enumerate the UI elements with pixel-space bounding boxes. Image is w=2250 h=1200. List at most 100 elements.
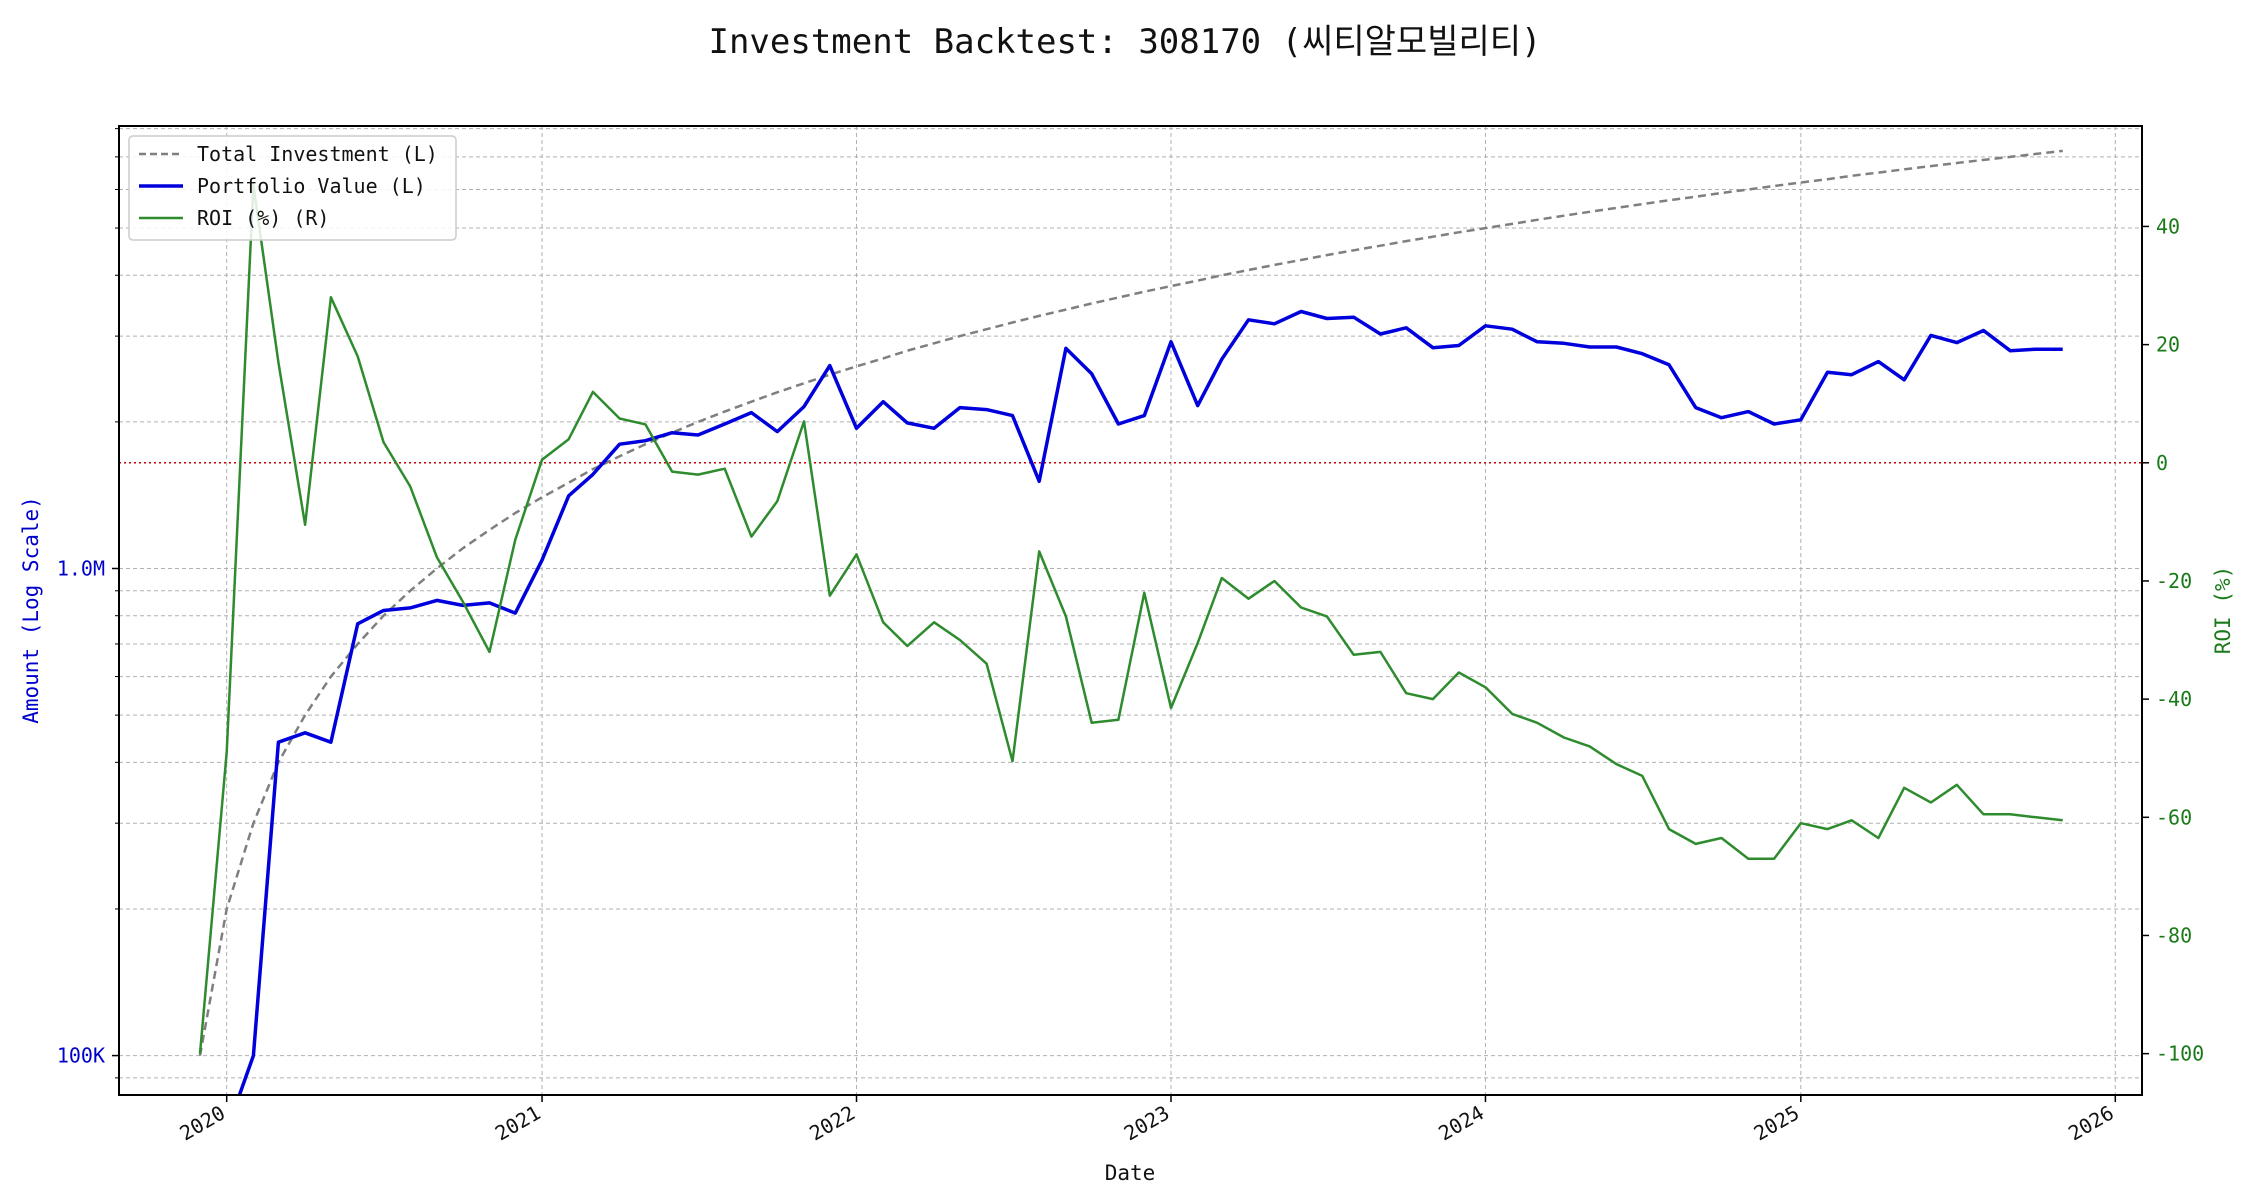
data-point-roi-2020-03-01 bbox=[277, 361, 279, 363]
data-point-total-investment-2022-01-01 bbox=[855, 365, 857, 367]
data-point-total-investment-2021-11-01 bbox=[803, 382, 805, 384]
data-point-roi-2023-01-01 bbox=[1170, 707, 1172, 709]
data-point-portfolio-value-2022-12-01 bbox=[1143, 414, 1145, 416]
data-point-portfolio-value-2024-01-01 bbox=[1484, 325, 1486, 327]
data-point-portfolio-value-2020-08-01 bbox=[409, 607, 411, 609]
data-point-portfolio-value-2025-11-01 bbox=[2062, 348, 2064, 350]
plot-area-frame bbox=[118, 125, 2143, 1096]
y-right-tick-label-20: 20 bbox=[2156, 333, 2180, 357]
data-point-portfolio-value-2025-07-01 bbox=[1956, 341, 1958, 343]
x-tick-label-2023: 2023 bbox=[1120, 1101, 1174, 1146]
data-point-total-investment-2021-05-01 bbox=[644, 443, 646, 445]
data-point-portfolio-value-2023-04-01 bbox=[1247, 319, 1249, 321]
data-point-portfolio-value-2021-12-01 bbox=[829, 364, 831, 366]
data-point-roi-2023-12-01 bbox=[1458, 671, 1460, 673]
data-point-total-investment-2021-07-01 bbox=[697, 421, 699, 423]
data-point-roi-2022-10-01 bbox=[1091, 722, 1093, 724]
data-point-portfolio-value-2024-05-01 bbox=[1589, 346, 1591, 348]
data-point-total-investment-2025-05-01 bbox=[1903, 168, 1905, 170]
data-point-total-investment-2023-10-01 bbox=[1405, 240, 1407, 242]
legend-label-portfolio-value: Portfolio Value (L) bbox=[197, 174, 426, 198]
data-point-roi-2023-02-01 bbox=[1197, 642, 1199, 644]
y-axis-label-right: ROI (%) bbox=[2211, 566, 2235, 655]
data-point-roi-2024-03-01 bbox=[1536, 722, 1538, 724]
data-point-roi-2024-06-01 bbox=[1615, 763, 1617, 765]
y-right-tick-label-0: 0 bbox=[2156, 451, 2168, 475]
data-point-total-investment-2024-07-01 bbox=[1641, 203, 1643, 205]
data-point-portfolio-value-2021-01-01 bbox=[541, 559, 543, 561]
data-point-roi-2023-05-01 bbox=[1273, 580, 1275, 582]
legend-label-total-investment: Total Investment (L) bbox=[197, 142, 438, 166]
data-point-roi-2020-01-01 bbox=[226, 751, 228, 753]
data-point-total-investment-2020-04-01 bbox=[304, 714, 306, 716]
data-point-portfolio-value-2023-06-01 bbox=[1300, 310, 1302, 312]
data-point-roi-2024-09-01 bbox=[1695, 843, 1697, 845]
data-point-portfolio-value-2025-04-01 bbox=[1877, 360, 1879, 362]
data-point-total-investment-2020-09-01 bbox=[436, 567, 438, 569]
data-point-roi-2021-03-01 bbox=[592, 391, 594, 393]
data-point-total-investment-2020-07-01 bbox=[382, 615, 384, 617]
data-point-total-investment-2020-12-01 bbox=[514, 512, 516, 514]
data-point-total-investment-2023-11-01 bbox=[1432, 236, 1434, 238]
data-point-portfolio-value-2021-08-01 bbox=[724, 423, 726, 425]
data-point-portfolio-value-2021-06-01 bbox=[671, 432, 673, 434]
data-point-total-investment-2022-04-01 bbox=[933, 342, 935, 344]
data-point-roi-2020-05-01 bbox=[330, 296, 332, 298]
data-point-total-investment-2025-10-01 bbox=[2035, 153, 2037, 155]
data-point-portfolio-value-2023-09-01 bbox=[1379, 333, 1381, 335]
data-point-roi-2024-01-01 bbox=[1484, 686, 1486, 688]
data-point-portfolio-value-2024-02-01 bbox=[1511, 328, 1513, 330]
data-point-roi-2025-05-01 bbox=[1903, 787, 1905, 789]
data-point-portfolio-value-2022-10-01 bbox=[1091, 373, 1093, 375]
legend-box bbox=[128, 135, 457, 241]
data-point-total-investment-2024-01-01 bbox=[1484, 227, 1486, 229]
data-point-roi-2022-07-01 bbox=[1011, 760, 1013, 762]
data-point-portfolio-value-2023-05-01 bbox=[1273, 323, 1275, 325]
data-point-roi-2023-09-01 bbox=[1379, 651, 1381, 653]
data-point-portfolio-value-2023-07-01 bbox=[1326, 317, 1328, 319]
data-point-roi-2024-07-01 bbox=[1641, 775, 1643, 777]
data-point-portfolio-value-2020-12-01 bbox=[514, 612, 516, 614]
data-point-total-investment-2021-08-01 bbox=[724, 410, 726, 412]
data-point-total-investment-2025-03-01 bbox=[1850, 175, 1852, 177]
data-point-portfolio-value-2025-05-01 bbox=[1903, 379, 1905, 381]
data-point-portfolio-value-2020-11-01 bbox=[488, 602, 490, 604]
data-point-roi-2020-12-01 bbox=[514, 538, 516, 540]
data-point-roi-2024-04-01 bbox=[1563, 736, 1565, 738]
data-point-total-investment-2024-11-01 bbox=[1747, 188, 1749, 190]
data-point-portfolio-value-2025-09-01 bbox=[2009, 350, 2011, 352]
y-axis-label-left: Amount (Log Scale) bbox=[19, 496, 43, 724]
data-point-portfolio-value-2020-01-01 bbox=[226, 1130, 228, 1132]
data-point-portfolio-value-2022-11-01 bbox=[1117, 423, 1119, 425]
data-point-portfolio-value-2020-07-01 bbox=[382, 609, 384, 611]
data-point-roi-2020-09-01 bbox=[436, 556, 438, 558]
data-point-total-investment-2024-04-01 bbox=[1563, 215, 1565, 217]
data-point-portfolio-value-2025-03-01 bbox=[1850, 374, 1852, 376]
data-point-portfolio-value-2024-11-01 bbox=[1747, 410, 1749, 412]
data-point-total-investment-2025-08-01 bbox=[1982, 159, 1984, 161]
data-point-portfolio-value-2023-08-01 bbox=[1353, 316, 1355, 318]
y-right-tick-label--20: -20 bbox=[2156, 569, 2192, 593]
data-point-portfolio-value-2025-06-01 bbox=[1930, 334, 1932, 336]
data-point-total-investment-2024-08-01 bbox=[1668, 199, 1670, 201]
data-point-roi-2022-06-01 bbox=[985, 663, 987, 665]
data-point-total-investment-2022-03-01 bbox=[906, 350, 908, 352]
data-point-roi-2020-04-01 bbox=[304, 524, 306, 526]
data-point-roi-2020-06-01 bbox=[357, 355, 359, 357]
data-point-total-investment-2021-09-01 bbox=[750, 401, 752, 403]
data-point-total-investment-2020-10-01 bbox=[462, 547, 464, 549]
data-point-roi-2025-07-01 bbox=[1956, 784, 1958, 786]
data-point-roi-2020-08-01 bbox=[409, 485, 411, 487]
data-point-roi-2024-12-01 bbox=[1773, 858, 1775, 860]
data-point-roi-2025-06-01 bbox=[1930, 801, 1932, 803]
data-point-total-investment-2023-04-01 bbox=[1247, 269, 1249, 271]
data-point-portfolio-value-2025-02-01 bbox=[1826, 371, 1828, 373]
data-point-portfolio-value-2025-01-01 bbox=[1800, 419, 1802, 421]
data-point-total-investment-2022-12-01 bbox=[1143, 291, 1145, 293]
data-point-total-investment-2022-11-01 bbox=[1117, 296, 1119, 298]
data-point-total-investment-2024-03-01 bbox=[1536, 219, 1538, 221]
data-point-total-investment-2023-03-01 bbox=[1221, 274, 1223, 276]
data-point-total-investment-2024-10-01 bbox=[1720, 192, 1722, 194]
x-tick-label-2020: 2020 bbox=[175, 1101, 229, 1146]
